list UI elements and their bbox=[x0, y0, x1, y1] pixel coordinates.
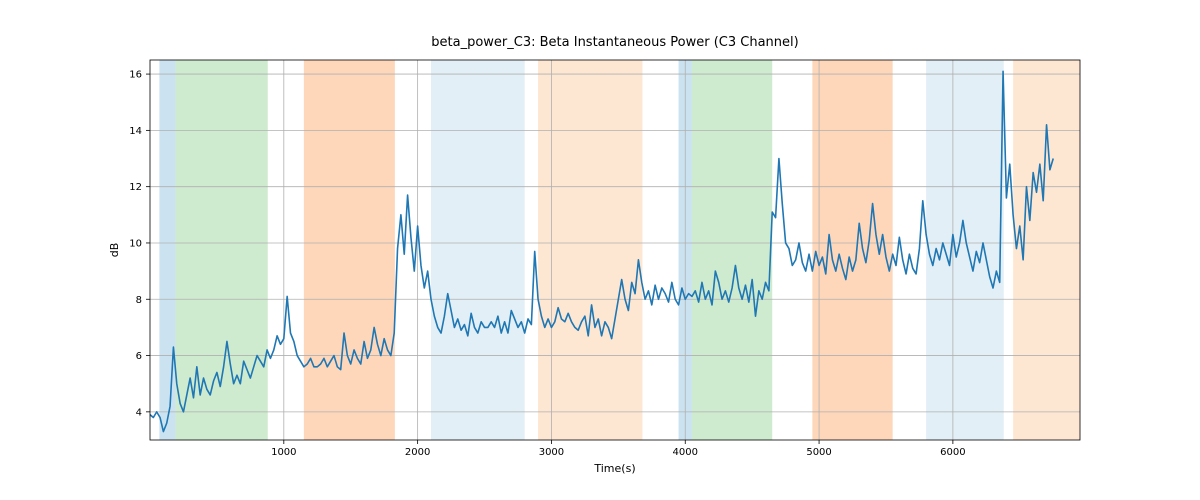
x-tick-label: 4000 bbox=[673, 447, 698, 458]
y-tick-label: 6 bbox=[136, 351, 142, 362]
region-band bbox=[159, 60, 175, 440]
region-band bbox=[431, 60, 525, 440]
x-tick-label: 2000 bbox=[405, 447, 430, 458]
region-band bbox=[926, 60, 1004, 440]
y-axis-label: dB bbox=[108, 243, 121, 258]
y-tick-label: 12 bbox=[129, 182, 142, 193]
chart-title: beta_power_C3: Beta Instantaneous Power … bbox=[431, 35, 798, 50]
region-band bbox=[538, 60, 642, 440]
region-band bbox=[692, 60, 772, 440]
x-tick-label: 3000 bbox=[539, 447, 564, 458]
y-tick-label: 14 bbox=[129, 126, 142, 137]
y-tick-label: 16 bbox=[129, 70, 142, 81]
chart-root: 1000 2000 3000 4000 5000 6000 4 6 8 10 12 14 16 Time(… bbox=[0, 0, 1200, 500]
x-tick-label: 5000 bbox=[806, 447, 831, 458]
region-band bbox=[304, 60, 395, 440]
x-tick-label: 6000 bbox=[940, 447, 965, 458]
y-tick-label: 4 bbox=[136, 407, 142, 418]
y-tick-label: 8 bbox=[136, 295, 142, 306]
x-tick-label: 1000 bbox=[271, 447, 296, 458]
x-axis-label: Time(s) bbox=[593, 462, 635, 475]
chart-svg: 1000 2000 3000 4000 5000 6000 4 6 8 10 12 14 16 Time(… bbox=[0, 0, 1200, 500]
y-tick-label: 10 bbox=[129, 238, 142, 249]
